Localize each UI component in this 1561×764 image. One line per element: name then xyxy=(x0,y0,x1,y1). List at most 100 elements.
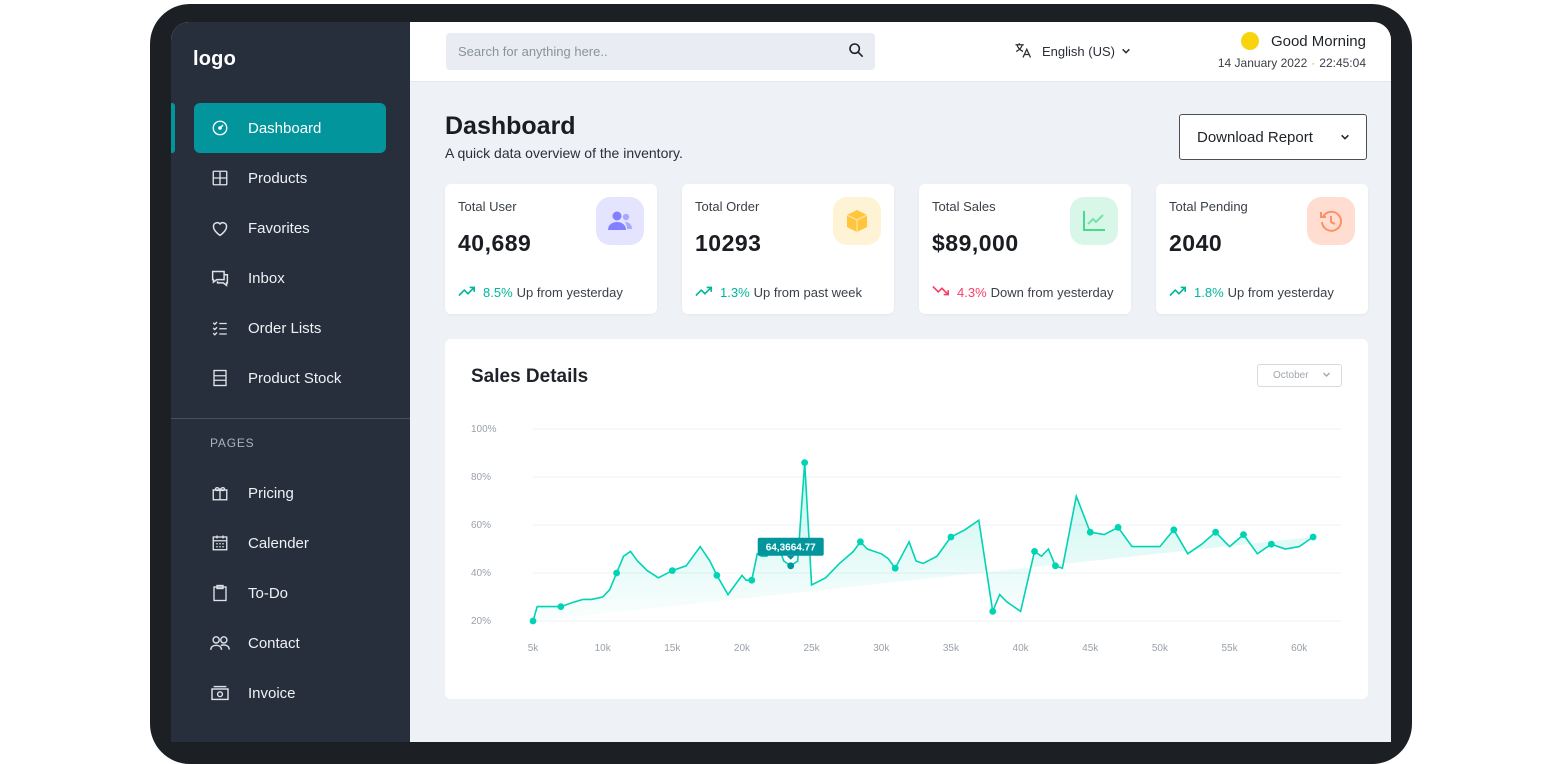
y-tick-label: 40% xyxy=(471,568,491,579)
sidebar-item-order-lists[interactable]: Order Lists xyxy=(194,303,386,353)
chat-icon xyxy=(210,268,230,288)
chevron-down-icon xyxy=(1121,44,1131,59)
data-point[interactable] xyxy=(989,608,997,615)
data-point[interactable] xyxy=(801,459,809,466)
separator-dot: · xyxy=(1311,56,1316,70)
sidebar-item-label: Dashboard xyxy=(248,119,322,137)
checklist-icon xyxy=(210,318,230,338)
stat-title: Total Order xyxy=(695,199,760,214)
sidebar-item-label: Pricing xyxy=(248,484,294,502)
trend-down-icon xyxy=(932,285,950,300)
box-icon xyxy=(833,197,881,245)
trend-note: Down from yesterday xyxy=(990,285,1114,300)
stat-value: 2040 xyxy=(1169,230,1223,256)
sidebar-item-invoice[interactable]: Invoice xyxy=(194,668,386,718)
sidebar-item-products[interactable]: Products xyxy=(194,153,386,203)
download-report-label: Download Report xyxy=(1197,128,1313,146)
data-point[interactable] xyxy=(748,576,756,584)
y-tick-label: 60% xyxy=(471,520,491,531)
sidebar-item-label: Products xyxy=(248,169,308,187)
sidebar-item-to-do[interactable]: To-Do xyxy=(194,568,386,618)
sidebar-item-product-stock[interactable]: Product Stock xyxy=(194,353,386,403)
chart-line-icon xyxy=(1070,197,1118,245)
data-point[interactable] xyxy=(613,569,620,577)
sidebar-item-label: Invoice xyxy=(248,684,296,702)
stock-icon xyxy=(210,368,230,388)
sidebar-item-label: Contact xyxy=(248,634,300,652)
pages-section-label: PAGES xyxy=(210,436,255,450)
current-date: 14 January 2022 xyxy=(1217,56,1308,70)
data-point-highlighted[interactable] xyxy=(787,562,795,570)
stat-value: $89,000 xyxy=(932,230,1019,256)
data-point[interactable] xyxy=(668,567,676,574)
sidebar-item-label: Calender xyxy=(248,534,309,552)
sidebar-item-label: Product Stock xyxy=(248,369,342,387)
data-point[interactable] xyxy=(529,617,537,625)
people-icon xyxy=(210,633,230,653)
stat-value: 40,689 xyxy=(458,230,532,256)
trend-up-icon xyxy=(695,285,713,300)
sidebar-item-label: Favorites xyxy=(248,219,310,237)
stat-title: Total User xyxy=(458,199,517,214)
sidebar-item-calender[interactable]: Calender xyxy=(194,518,386,568)
page-title: Dashboard xyxy=(445,112,576,140)
data-point[interactable] xyxy=(1212,528,1220,536)
data-point[interactable] xyxy=(1309,533,1317,541)
trend-up-icon xyxy=(458,285,476,300)
gift-icon xyxy=(210,483,230,503)
x-tick-label: 5k xyxy=(528,643,540,654)
x-tick-label: 60k xyxy=(1291,643,1308,654)
x-tick-label: 35k xyxy=(943,643,960,654)
app-window: logo Dashboard Products Favorites Inbox xyxy=(171,22,1391,742)
data-point[interactable] xyxy=(557,603,565,610)
download-report-button[interactable]: Download Report xyxy=(1179,114,1367,160)
y-tick-label: 100% xyxy=(471,424,497,435)
language-selector[interactable]: English (US) xyxy=(1014,41,1131,62)
tooltip-value: 64,3664.77 xyxy=(766,542,816,553)
tooltip-box xyxy=(757,537,824,556)
x-tick-label: 20k xyxy=(734,643,751,654)
data-point[interactable] xyxy=(1240,531,1247,538)
data-point[interactable] xyxy=(1267,540,1275,548)
sidebar-item-contact[interactable]: Contact xyxy=(194,618,386,668)
logo[interactable]: logo xyxy=(193,48,237,70)
greeting-block: Good Morning 14 January 2022 · 22:45:04 xyxy=(1218,32,1366,70)
sidebar-item-pricing[interactable]: Pricing xyxy=(194,468,386,518)
sales-chart: 20% 40% 60% 80% 100% 5k 10k 15k 20k 25k 30k 35k 40k 4… xyxy=(471,424,1341,654)
chart-tooltip: 64,3664.77 xyxy=(757,537,824,560)
x-tick-label: 45k xyxy=(1082,643,1099,654)
sales-area xyxy=(533,462,1314,621)
search-input[interactable] xyxy=(446,33,875,70)
sidebar-item-favorites[interactable]: Favorites xyxy=(194,203,386,253)
money-icon xyxy=(210,683,230,703)
month-select[interactable]: October xyxy=(1257,364,1342,387)
sidebar-item-label: Order Lists xyxy=(248,319,322,337)
stat-card-total-sales: Total Sales $89,000 4.3% Down from yeste… xyxy=(919,184,1131,314)
tooltip-pointer xyxy=(786,555,795,560)
data-point[interactable] xyxy=(1086,528,1094,536)
data-point[interactable] xyxy=(1114,524,1122,531)
trend-note: Up from yesterday xyxy=(516,285,623,300)
stat-trend: 1.8% Up from yesterday xyxy=(1169,285,1334,300)
chevron-down-icon xyxy=(1322,370,1331,382)
trend-up-icon xyxy=(1169,285,1187,300)
y-tick-label: 20% xyxy=(471,616,491,627)
stat-trend: 4.3% Down from yesterday xyxy=(932,285,1113,300)
x-tick-label: 40k xyxy=(1013,643,1030,654)
data-point[interactable] xyxy=(1170,526,1178,534)
trend-percent: 1.8% xyxy=(1194,285,1224,300)
search-icon[interactable] xyxy=(848,42,864,63)
data-point[interactable] xyxy=(1052,562,1059,570)
data-point[interactable] xyxy=(947,533,955,541)
data-point[interactable] xyxy=(856,538,864,546)
data-point[interactable] xyxy=(1031,548,1038,555)
page-subtitle: A quick data overview of the inventory. xyxy=(445,145,683,161)
sidebar-item-dashboard[interactable]: Dashboard xyxy=(194,103,386,153)
users-icon xyxy=(596,197,644,245)
sidebar-item-inbox[interactable]: Inbox xyxy=(194,253,386,303)
stat-value: 10293 xyxy=(695,230,762,256)
data-point[interactable] xyxy=(891,564,899,572)
x-tick-label: 10k xyxy=(595,643,612,654)
translate-icon xyxy=(1014,41,1032,62)
data-point[interactable] xyxy=(713,572,721,579)
